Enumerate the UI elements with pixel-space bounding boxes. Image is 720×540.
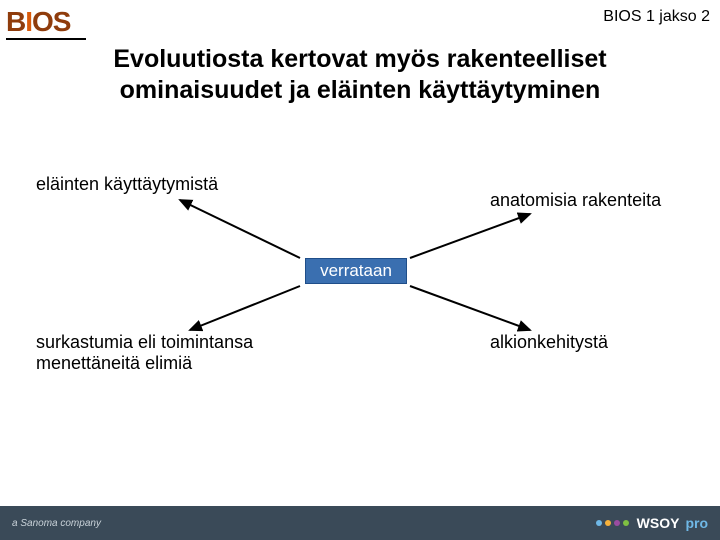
brand-dots <box>596 520 629 526</box>
arrow-1 <box>410 214 530 258</box>
arrow-2 <box>190 286 300 330</box>
footer-company: a Sanoma company <box>12 518 101 529</box>
brand-suffix: pro <box>685 515 708 531</box>
brand-dot-1 <box>605 520 611 526</box>
brand-text: WSOY <box>637 515 680 531</box>
brand-dot-0 <box>596 520 602 526</box>
brand-dot-3 <box>623 520 629 526</box>
footer-brand: WSOY pro <box>596 515 708 531</box>
arrow-0 <box>180 200 300 258</box>
brand-dot-2 <box>614 520 620 526</box>
arrow-3 <box>410 286 530 330</box>
footer-bar: a Sanoma company WSOY pro <box>0 506 720 540</box>
arrows-layer <box>0 0 720 540</box>
slide: BIOS BIOS 1 jakso 2 Evoluutiosta kertova… <box>0 0 720 540</box>
